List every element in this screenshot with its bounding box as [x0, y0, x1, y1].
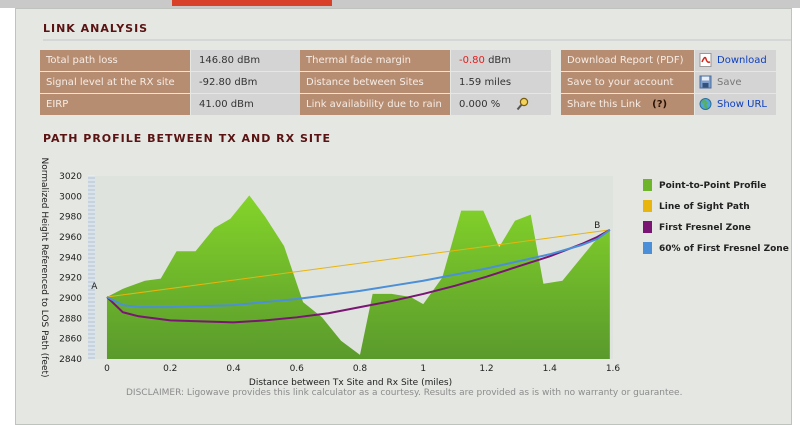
site-label: A: [91, 282, 98, 292]
legend-swatch: [643, 179, 652, 191]
result-label: Signal level at the RX site: [40, 72, 190, 93]
x-tick-label: 1.6: [606, 364, 621, 374]
pdf-icon: [699, 53, 712, 67]
action-row: Save to your account Save: [561, 72, 776, 93]
series-line-line-of-sight-path: [106, 229, 610, 298]
y-tick-label: 2960: [59, 233, 82, 243]
x-tick-label: 0.8: [353, 364, 368, 374]
x-tick-label: 0.6: [290, 364, 305, 374]
result-row: Thermal fade margin -0.80 dBm: [300, 50, 551, 71]
legend-swatch: [643, 221, 652, 233]
result-value: 1.59 miles: [451, 72, 551, 93]
x-tick-label: 0.2: [163, 364, 177, 374]
result-value: 0.000 %: [451, 94, 551, 115]
x-tick-label: 0: [104, 364, 110, 374]
action-row: Download Report (PDF) Download: [561, 50, 776, 71]
path-profile-chart: 2840 2860 2880 2900 2920 2940 2960 2980 3000 3020…: [39, 157, 789, 388]
calculator-panel: LINK ANALYSIS Total path loss 146.80 dBm…: [15, 8, 792, 425]
action-label: Save to your account: [561, 72, 694, 93]
results-column-2: Thermal fade margin -0.80 dBm Distance b…: [300, 50, 551, 116]
y-tick-label: 2920: [59, 274, 82, 284]
legend-label: 60% of First Fresnel Zone: [659, 244, 789, 254]
legend-label: First Fresnel Zone: [659, 223, 751, 233]
result-label: Distance between Sites: [300, 72, 450, 93]
action-label: Download Report (PDF): [561, 50, 694, 71]
y-tick-label: 2860: [59, 335, 82, 345]
legend-swatch: [643, 200, 652, 212]
series-line-first-fresnel-zone: [106, 229, 611, 324]
y-axis-label: Normalized Height Referenced to LOS Path…: [39, 157, 49, 377]
share-label: Share this Link: [567, 99, 641, 110]
action-row: Share this Link (?) Show URL: [561, 94, 776, 115]
x-tick-label: 1.2: [479, 364, 493, 374]
result-row: Signal level at the RX site -92.80 dBm: [40, 72, 302, 93]
save-link[interactable]: Save: [717, 77, 742, 88]
show-url-link[interactable]: Show URL: [717, 99, 767, 110]
magnifier-icon[interactable]: [516, 97, 529, 111]
result-row: Link availability due to rain 0.000 %: [300, 94, 551, 115]
result-value: -0.80 dBm: [451, 50, 551, 71]
path-profile-title: PATH PROFILE BETWEEN TX AND RX SITE: [43, 132, 331, 145]
show-url-button[interactable]: Show URL: [695, 94, 776, 115]
active-tab-indicator: [172, 0, 332, 6]
series-line-60-of-first-fresnel-zone: [106, 229, 611, 309]
download-link[interactable]: Download: [717, 55, 767, 66]
fade-margin-value: -0.80: [459, 55, 485, 66]
y-tick-label: 3020: [59, 172, 82, 182]
save-button[interactable]: Save: [695, 72, 776, 93]
result-label: Thermal fade margin: [300, 50, 450, 71]
x-tick-label: 1.4: [543, 364, 558, 374]
y-tick-label: 3000: [59, 192, 82, 202]
terrain-area: [106, 195, 610, 359]
x-tick-label: 1: [420, 364, 426, 374]
result-row: Distance between Sites 1.59 miles: [300, 72, 551, 93]
link-analysis-title: LINK ANALYSIS: [43, 22, 149, 35]
globe-icon: [699, 98, 712, 110]
result-label: Link availability due to rain: [300, 94, 450, 115]
rain-availability-value: 0.000 %: [459, 99, 501, 110]
y-tick-label: 2940: [59, 253, 82, 263]
y-tick-label: 2900: [59, 294, 82, 304]
result-value: 146.80 dBm: [191, 50, 302, 71]
y-tick-label: 2980: [59, 213, 82, 223]
floppy-disk-icon: [699, 75, 712, 89]
help-link[interactable]: (?): [652, 99, 668, 110]
result-value: -92.80 dBm: [191, 72, 302, 93]
actions-column: Download Report (PDF) Download Save to y…: [561, 50, 776, 116]
top-tab-bar: [0, 0, 800, 8]
y-tick-label: 2880: [59, 314, 82, 324]
legend-label: Point-to-Point Profile: [659, 181, 766, 191]
legend-label: Line of Sight Path: [659, 202, 750, 212]
result-label: Total path loss: [40, 50, 190, 71]
disclaimer-text: DISCLAIMER: Ligowave provides this link …: [126, 388, 683, 398]
result-row: EIRP 41.00 dBm: [40, 94, 302, 115]
x-axis-label: Distance between Tx Site and Rx Site (mi…: [249, 378, 452, 388]
result-row: Total path loss 146.80 dBm: [40, 50, 302, 71]
site-label: B: [594, 221, 600, 231]
x-tick-label: 0.4: [226, 364, 241, 374]
results-column-1: Total path loss 146.80 dBm Signal level …: [40, 50, 302, 116]
action-label: Share this Link (?): [561, 94, 694, 115]
fade-margin-unit: dBm: [488, 55, 512, 66]
legend-swatch: [643, 242, 652, 254]
y-tick-label: 2840: [59, 355, 82, 365]
title-underline: [43, 39, 791, 41]
result-label: EIRP: [40, 94, 190, 115]
download-report-button[interactable]: Download: [695, 50, 776, 71]
result-value: 41.00 dBm: [191, 94, 302, 115]
